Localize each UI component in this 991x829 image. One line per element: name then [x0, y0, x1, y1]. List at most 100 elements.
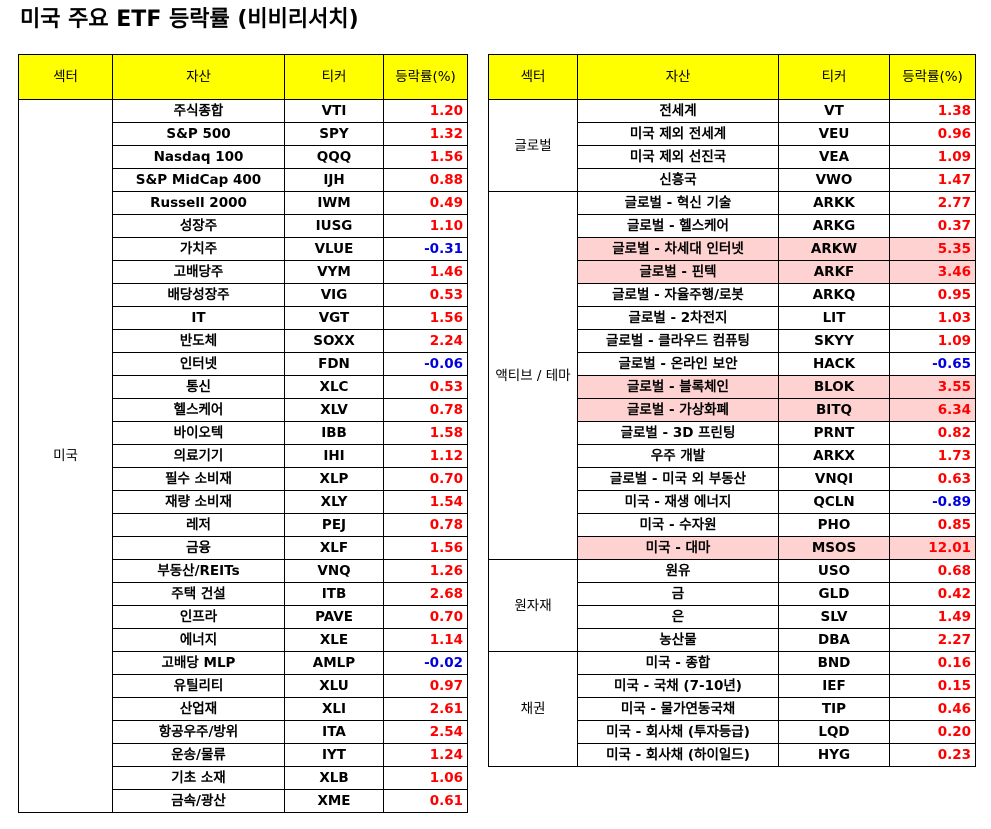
header-ticker: 티커	[778, 54, 890, 100]
asset-cell: 인터넷	[112, 352, 285, 376]
table-row: 금속/광산 XME 0.61	[19, 789, 468, 813]
table-row: 산업재 XLI 2.61	[19, 697, 468, 721]
ticker-cell: VEA	[778, 145, 890, 169]
ticker-cell: USO	[778, 559, 890, 583]
asset-cell: 전세계	[577, 99, 779, 123]
table-row: Nasdaq 100 QQQ 1.56	[19, 145, 468, 169]
asset-cell: 반도체	[112, 329, 285, 353]
rate-cell: 2.77	[889, 191, 976, 215]
asset-cell: 레저	[112, 513, 285, 537]
ticker-cell: ARKW	[778, 237, 890, 261]
asset-cell: 바이오텍	[112, 421, 285, 445]
ticker-cell: IWM	[284, 191, 384, 215]
rate-cell: 1.38	[889, 99, 976, 123]
ticker-cell: AMLP	[284, 651, 384, 675]
table-row: 반도체 SOXX 2.24	[19, 329, 468, 353]
rate-cell: 0.37	[889, 214, 976, 238]
rate-cell: 0.46	[889, 697, 976, 721]
asset-cell: 의료기기	[112, 444, 285, 468]
asset-cell: 미국 - 회사채 (투자등급)	[577, 720, 779, 744]
table-row: 미국 - 대마 MSOS 12.01	[489, 536, 976, 560]
header-asset: 자산	[577, 54, 779, 100]
table-row: 기초 소재 XLB 1.06	[19, 766, 468, 790]
ticker-cell: LQD	[778, 720, 890, 744]
asset-cell: 필수 소비재	[112, 467, 285, 491]
asset-cell: 금융	[112, 536, 285, 560]
header-row: 섹터 자산 티커 등락률(%)	[18, 54, 468, 100]
sector-cell: 채권	[488, 651, 578, 767]
rate-cell: 0.20	[889, 720, 976, 744]
asset-cell: 은	[577, 605, 779, 629]
asset-cell: Nasdaq 100	[112, 145, 285, 169]
asset-cell: 가치주	[112, 237, 285, 261]
asset-cell: 헬스케어	[112, 398, 285, 422]
asset-cell: 미국 제외 선진국	[577, 145, 779, 169]
asset-cell: 글로벌 - 차세대 인터넷	[577, 237, 779, 261]
rate-cell: 1.46	[383, 260, 468, 284]
sector-cell: 미국	[18, 99, 113, 813]
asset-cell: 주택 건설	[112, 582, 285, 606]
rate-cell: 0.88	[383, 168, 468, 192]
asset-cell: 글로벌 - 헬스케어	[577, 214, 779, 238]
rate-cell: 2.68	[383, 582, 468, 606]
ticker-cell: BITQ	[778, 398, 890, 422]
ticker-cell: TIP	[778, 697, 890, 721]
ticker-cell: SOXX	[284, 329, 384, 353]
rate-cell: 2.24	[383, 329, 468, 353]
ticker-cell: FDN	[284, 352, 384, 376]
asset-cell: 미국 - 물가연동국채	[577, 697, 779, 721]
ticker-cell: HYG	[778, 743, 890, 767]
rate-cell: 0.82	[889, 421, 976, 445]
table-row: 금융 XLF 1.56	[19, 536, 468, 560]
ticker-cell: PEJ	[284, 513, 384, 537]
asset-cell: 배당성장주	[112, 283, 285, 307]
asset-cell: 원유	[577, 559, 779, 583]
asset-cell: 글로벌 - 온라인 보안	[577, 352, 779, 376]
table-row: 미국 제외 선진국 VEA 1.09	[489, 145, 976, 169]
table-row: 신흥국 VWO 1.47	[489, 168, 976, 192]
table-row: Russell 2000 IWM 0.49	[19, 191, 468, 215]
asset-cell: 주식종합	[112, 99, 285, 123]
ticker-cell: VYM	[284, 260, 384, 284]
ticker-cell: PHO	[778, 513, 890, 537]
asset-cell: 유틸리티	[112, 674, 285, 698]
header-row: 섹터 자산 티커 등락률(%)	[488, 54, 976, 100]
rate-cell: 0.61	[383, 789, 468, 813]
rate-cell: 0.96	[889, 122, 976, 146]
rate-cell: -0.65	[889, 352, 976, 376]
table-row: 글로벌 - 미국 외 부동산 VNQI 0.63	[489, 467, 976, 491]
page-title: 미국 주요 ETF 등락률 (비비리서치)	[20, 7, 359, 32]
table-row: 채권 미국 - 종합 BND 0.16	[488, 651, 976, 767]
rate-cell: 1.10	[383, 214, 468, 238]
table-row: 우주 개발 ARKX 1.73	[489, 444, 976, 468]
ticker-cell: XLE	[284, 628, 384, 652]
table-row: 글로벌 - 가상화폐 BITQ 6.34	[489, 398, 976, 422]
asset-cell: 농산물	[577, 628, 779, 652]
ticker-cell: ITA	[284, 720, 384, 744]
ticker-cell: IBB	[284, 421, 384, 445]
ticker-cell: XLU	[284, 674, 384, 698]
rate-cell: 0.70	[383, 605, 468, 629]
header-sector: 섹터	[18, 54, 113, 100]
table-row: 유틸리티 XLU 0.97	[19, 674, 468, 698]
table-row: 레저 PEJ 0.78	[19, 513, 468, 537]
ticker-cell: IHI	[284, 444, 384, 468]
etf-table-left: 섹터 자산 티커 등락률(%) 미국 주식종합 VTI 1.20 S&P 500 SPY 1…	[18, 54, 468, 813]
asset-cell: 미국 - 수자원	[577, 513, 779, 537]
ticker-cell: VTI	[284, 99, 384, 123]
ticker-cell: VNQI	[778, 467, 890, 491]
header-sector: 섹터	[488, 54, 578, 100]
ticker-cell: XLI	[284, 697, 384, 721]
header-rate: 등락률(%)	[889, 54, 976, 100]
rate-cell: 1.12	[383, 444, 468, 468]
rate-cell: 0.97	[383, 674, 468, 698]
rate-cell: 1.56	[383, 536, 468, 560]
etf-table-right: 섹터 자산 티커 등락률(%) 글로벌 전세계 VT 1.38 미국 제외 전세계 VEU…	[488, 54, 976, 767]
ticker-cell: VGT	[284, 306, 384, 330]
table-row: 가치주 VLUE -0.31	[19, 237, 468, 261]
ticker-cell: ARKF	[778, 260, 890, 284]
ticker-cell: XLF	[284, 536, 384, 560]
asset-cell: 글로벌 - 혁신 기술	[577, 191, 779, 215]
asset-cell: S&P 500	[112, 122, 285, 146]
table-row: 글로벌 - 3D 프린팅 PRNT 0.82	[489, 421, 976, 445]
